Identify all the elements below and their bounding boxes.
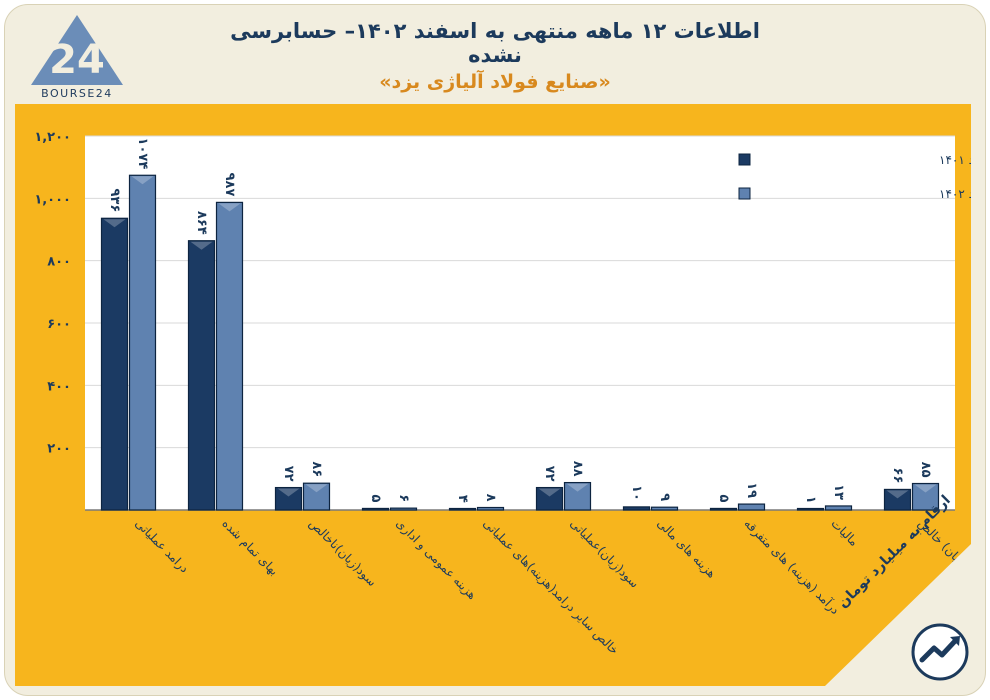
- bar-bevel: [538, 488, 561, 497]
- bar-1402: [128, 174, 157, 511]
- data-label-1401: ۱۰: [629, 485, 644, 501]
- bar-1402: [389, 507, 418, 511]
- x-tick-label: مالیات: [828, 516, 861, 549]
- data-label-1402: ۸۶: [309, 461, 324, 477]
- y-tick-label: ۸۰۰: [47, 255, 71, 270]
- bar-bevel: [131, 176, 154, 185]
- data-label-1402: ۱۳: [831, 484, 846, 500]
- bar-1402: [215, 201, 244, 511]
- bar-1402: [476, 506, 505, 511]
- data-label-1401: ۱: [803, 496, 818, 504]
- bar-1402: [824, 505, 853, 511]
- data-label-1401: ۴: [455, 495, 470, 503]
- bar-bevel: [190, 241, 213, 250]
- company-name: «صنایع فولاد آلیاژی یزد»: [379, 71, 611, 93]
- bar-1401: [274, 486, 303, 511]
- bar-1401: [187, 240, 216, 511]
- bar-1401: [709, 507, 738, 511]
- trend-badge-icon: [910, 622, 970, 682]
- page-title: اطلاعات ۱۲ ماهه منتهی به اسفند ۱۴۰۲– حسا…: [230, 19, 760, 67]
- data-label-1401: ۹۳۶: [107, 188, 122, 212]
- bar-bevel: [886, 490, 909, 499]
- x-tick-label: خالص سایر درامد(هزینه)های عملیاتی: [480, 516, 622, 658]
- data-label-1401: ۷۲: [281, 466, 296, 482]
- x-tick-label: درآمد (هزینه) های متفرقه: [741, 516, 843, 618]
- bar-1401: [448, 507, 477, 511]
- x-tick-label: سود(زیان)عملیاتی: [567, 516, 642, 591]
- x-tick-label: سود(زیان)ناخالص: [306, 516, 380, 590]
- legend-entry-1402: عملکرد منتهی به اسفند ۱۴۰۲: [939, 187, 971, 202]
- bar-bevel: [103, 219, 126, 228]
- bar-1402: [302, 482, 331, 511]
- x-tick-label: بهای تمام شده: [219, 516, 281, 578]
- data-label-1401: ۵: [368, 495, 383, 503]
- x-tick-label: درامد عملیاتی: [132, 516, 192, 576]
- bar-1401: [535, 486, 564, 511]
- data-label-1402: ۸: [483, 494, 498, 502]
- bar-1401: [883, 488, 912, 511]
- data-label-1402: ۱۰۷۴: [135, 138, 150, 170]
- bar-bevel: [305, 484, 328, 493]
- bar-bevel: [277, 488, 300, 497]
- data-label-1402: ۱۹: [744, 482, 759, 498]
- bar-1402: [563, 481, 592, 511]
- bar-1401: [796, 507, 825, 511]
- logo-mark: 24: [49, 37, 105, 83]
- y-tick-label: ۲۰۰: [47, 442, 71, 457]
- data-label-1402: ۶: [396, 494, 411, 502]
- y-tick-label: ۱,۰۰۰: [34, 192, 71, 207]
- data-label-1401: ۵: [716, 495, 731, 503]
- y-tick-label: ۴۰۰: [47, 379, 71, 394]
- logo-text: BOURSE24: [41, 87, 113, 100]
- bar-1401: [361, 507, 390, 511]
- data-label-1401: ۶۶: [890, 468, 905, 484]
- bourse24-logo: 24 BOURSE24: [27, 13, 127, 107]
- bar-1401: [100, 217, 129, 511]
- legend-entry-1401: عملکرد منتهی به اسفند ۱۴۰۱: [939, 153, 971, 168]
- data-label-1402: ۸۸: [570, 461, 585, 477]
- data-label-1402: ۸۵: [918, 462, 933, 478]
- y-tick-label: ۶۰۰: [47, 317, 71, 332]
- data-label-1402: ۹: [657, 493, 672, 501]
- legend-swatch-1402: [738, 187, 751, 200]
- y-tick-label: ۱,۲۰۰: [34, 130, 71, 145]
- x-tick-label: هزینه عمومی و اداری: [393, 516, 480, 603]
- chart-panel: ۲۰۰ ۴۰۰ ۶۰۰ ۸۰۰ ۱,۰۰۰ ۱,۲۰۰ ۹۳۶ ۱۰۷۴ درامد عملیا…: [15, 104, 990, 686]
- data-label-1401: ۸۶۴: [194, 211, 209, 235]
- bar-bevel: [914, 484, 937, 493]
- bar-1402: [650, 506, 679, 511]
- bar-chart: ۲۰۰ ۴۰۰ ۶۰۰ ۸۰۰ ۱,۰۰۰ ۱,۲۰۰ ۹۳۶ ۱۰۷۴ درامد عملیا…: [34, 130, 990, 686]
- bar-1401: [622, 506, 651, 511]
- bar-bevel: [566, 483, 589, 492]
- bar-1402: [737, 503, 766, 511]
- legend-swatch-1401: [738, 153, 751, 166]
- bar-1402: [911, 482, 940, 511]
- bar-bevel: [218, 203, 241, 212]
- data-label-1401: ۷۲: [542, 466, 557, 482]
- x-tick-label: هزینه های مالی: [654, 516, 719, 581]
- data-label-1402: ۹۸۷: [222, 173, 237, 197]
